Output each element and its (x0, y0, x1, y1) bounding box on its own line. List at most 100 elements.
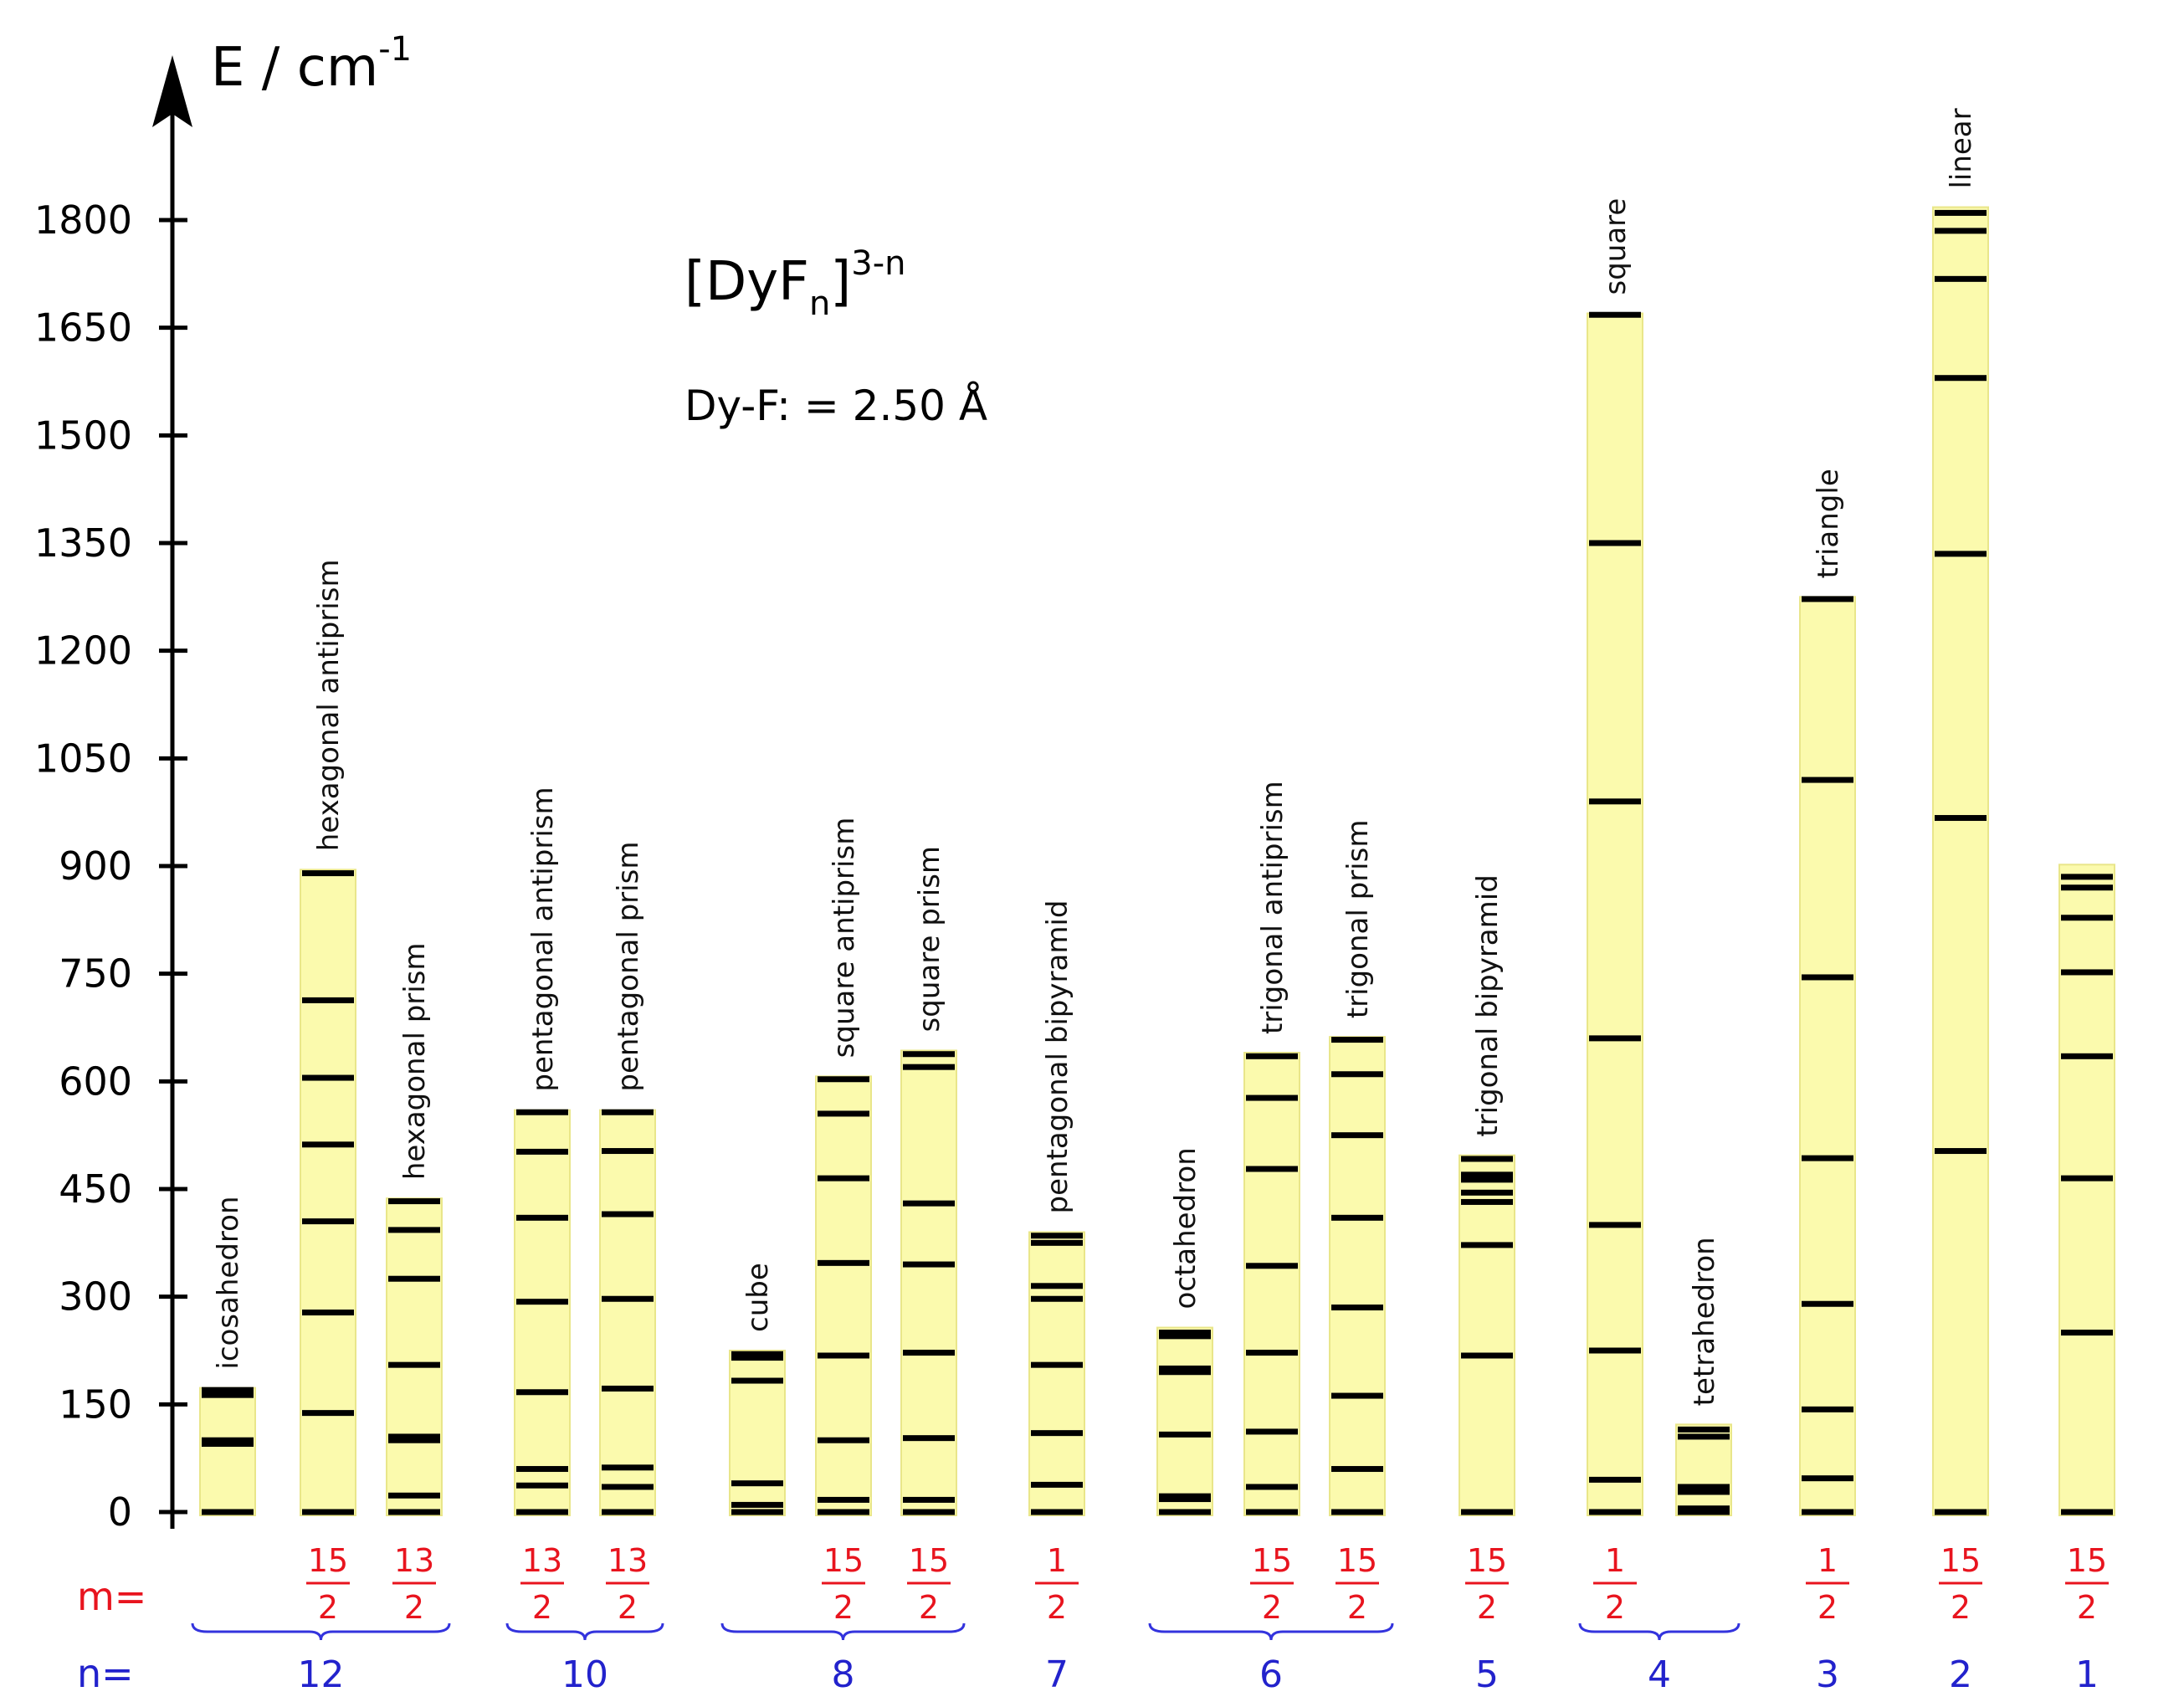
energy-level (602, 1109, 654, 1115)
m-numerator: 13 (608, 1542, 648, 1579)
energy-level (602, 1385, 654, 1392)
level-band (514, 1109, 571, 1516)
level-band (815, 1075, 872, 1516)
energy-level (1159, 1493, 1211, 1499)
energy-level (731, 1351, 783, 1357)
energy-level (1031, 1295, 1083, 1302)
energy-level (1246, 1350, 1298, 1356)
level-band (1675, 1423, 1732, 1516)
y-tick-label: 1200 (34, 628, 132, 674)
energy-level (302, 1509, 354, 1515)
energy-level (903, 1200, 955, 1207)
energy-level (1589, 1509, 1641, 1515)
energy-level (2061, 884, 2113, 891)
m-fraction: 132 (392, 1542, 436, 1626)
energy-level (1031, 1239, 1083, 1246)
energy-level (1678, 1433, 1730, 1440)
group-brace (1148, 1622, 1394, 1641)
energy-level (1246, 1166, 1298, 1172)
energy-level (1678, 1484, 1730, 1490)
energy-level (1802, 1406, 1853, 1412)
column-icosahedron: icosahedron (199, 1196, 256, 1517)
level-band (1028, 1231, 1085, 1516)
energy-level (1461, 1242, 1513, 1248)
energy-level (388, 1492, 440, 1499)
y-tick-label: 150 (59, 1381, 132, 1427)
geometry-label: hexagonal prism (398, 942, 432, 1180)
y-axis-arrow-icon (152, 55, 192, 127)
column-trigonal-prism: trigonal prism (1329, 820, 1386, 1516)
energy-level (516, 1148, 568, 1155)
energy-level (1802, 777, 1853, 783)
column-tetrahedron: tetrahedron (1675, 1237, 1732, 1516)
energy-level (516, 1214, 568, 1221)
column-pentagonal-antiprism: pentagonal antiprism (514, 787, 571, 1516)
y-axis-title: E / cm-1 (211, 30, 412, 99)
energy-level (2061, 1053, 2113, 1059)
geometry-label: tetrahedron (1688, 1237, 1721, 1406)
energy-level (202, 1437, 254, 1443)
group-brace (505, 1622, 664, 1641)
energy-level (1802, 596, 1853, 602)
energy-level (202, 1387, 254, 1393)
level-band (1243, 1052, 1300, 1516)
energy-level (388, 1198, 440, 1205)
energy-level (2061, 1330, 2113, 1336)
m-denominator: 2 (1347, 1589, 1367, 1626)
m-denominator: 2 (1477, 1589, 1497, 1626)
geometry-label: hexagonal antiprism (312, 559, 346, 851)
n-row-label: n= (77, 1651, 134, 1696)
m-denominator: 2 (1262, 1589, 1282, 1626)
energy-level (1246, 1094, 1298, 1101)
column-triangle: triangle (1799, 469, 1856, 1516)
energy-level (903, 1509, 955, 1515)
energy-level (1461, 1509, 1513, 1515)
y-ticks: 0 150 300 450 600 750 900 1050 1200 1350 1500 1650 1… (34, 197, 187, 1535)
m-fraction: 152 (1336, 1542, 1379, 1626)
geometry-label: trigonal bipyramid (1471, 874, 1505, 1136)
y-axis: 0 150 300 450 600 750 900 1050 1200 1350 1500 1650 1… (34, 30, 412, 1535)
energy-level (903, 1261, 955, 1268)
energy-level (1589, 1476, 1641, 1483)
energy-level (818, 1076, 869, 1083)
energy-level (516, 1482, 568, 1489)
energy-level (1935, 228, 1987, 234)
geometry-label: square antiprism (828, 818, 861, 1059)
energy-level (516, 1509, 568, 1515)
m-denominator: 2 (1951, 1589, 1971, 1626)
column-pentagonal-prism: pentagonal prism (599, 842, 656, 1516)
energy-level (302, 1410, 354, 1417)
energy-level (602, 1211, 654, 1217)
energy-level (388, 1275, 440, 1282)
column-n1 (2058, 864, 2115, 1516)
energy-level (1331, 1071, 1383, 1078)
energy-level (1331, 1037, 1383, 1043)
columns: icosahedron hexagonal antiprism hexagonal … (199, 108, 2115, 1517)
n-value: 2 (1949, 1653, 1972, 1696)
m-denominator: 2 (318, 1589, 338, 1626)
geometry-label: octahedron (1169, 1147, 1202, 1309)
n-row: 12 10 8 7 6 5 4 3 2 1 (191, 1622, 2099, 1696)
energy-level (1031, 1361, 1083, 1368)
level-band (1587, 312, 1643, 1516)
column-hexagonal-antiprism: hexagonal antiprism (300, 559, 356, 1517)
m-denominator: 2 (1047, 1589, 1067, 1626)
n-value: 12 (298, 1653, 345, 1696)
energy-level (1935, 551, 1987, 557)
geometry-label: square (1599, 198, 1633, 295)
energy-level (1589, 1347, 1641, 1354)
energy-level (1031, 1430, 1083, 1437)
column-hexagonal-prism: hexagonal prism (386, 942, 443, 1516)
group-brace (1578, 1622, 1741, 1641)
n-value: 6 (1259, 1653, 1283, 1696)
level-band (1932, 206, 1989, 1516)
group-brace (191, 1622, 451, 1641)
y-tick-label: 1650 (34, 305, 132, 351)
energy-level (388, 1433, 440, 1440)
m-numerator: 1 (1817, 1542, 1838, 1579)
energy-level (1159, 1369, 1211, 1376)
energy-level (1461, 1352, 1513, 1359)
energy-level (388, 1437, 440, 1443)
y-tick-label: 1500 (34, 413, 132, 458)
y-tick-label: 1800 (34, 197, 132, 243)
